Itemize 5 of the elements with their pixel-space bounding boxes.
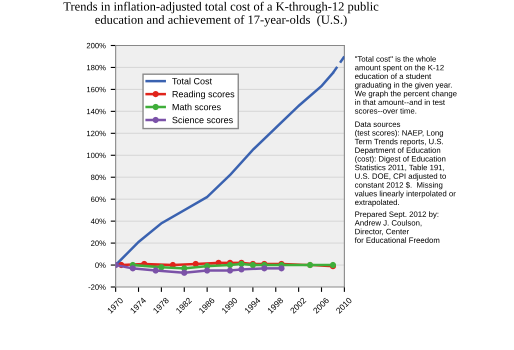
legend-label: Total Cost xyxy=(172,78,212,84)
legend-label: Math scores xyxy=(172,104,221,110)
legend-label: Science scores xyxy=(172,116,233,124)
legend-label: Reading scores xyxy=(172,90,234,100)
chart-title: Trends in inflation-adjusted total cost of a K-through-12 public education and achievement of 17-year-olds (U.S.) xyxy=(64,2,378,27)
